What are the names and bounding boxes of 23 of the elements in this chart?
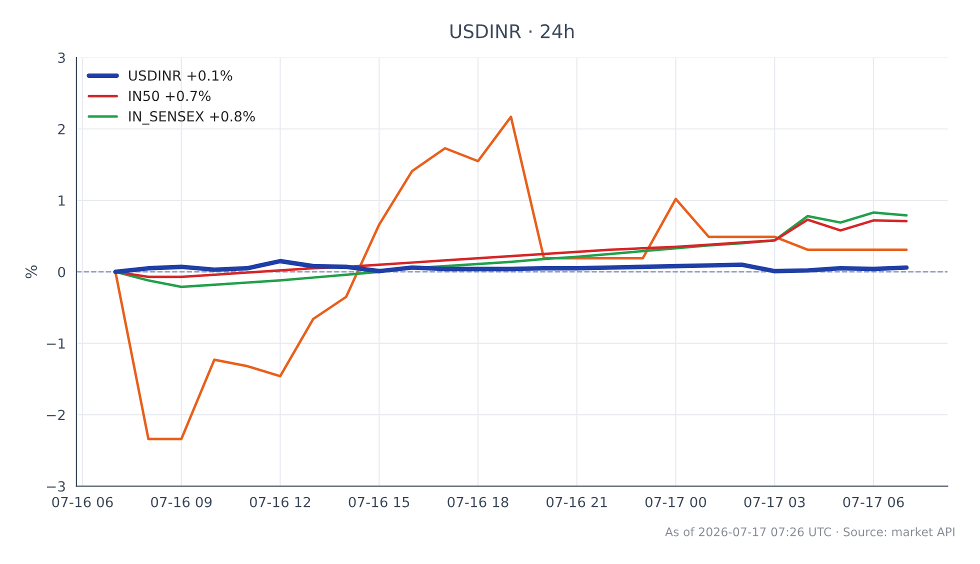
chart-title: USDINR · 24h: [450, 24, 574, 38]
x-tick-label: 07-16 06: [52, 496, 113, 508]
x-tick-label: 07-16 18: [448, 496, 508, 508]
y-axis-title: %: [25, 265, 38, 278]
y-tick-label: 2: [58, 124, 65, 134]
legend-label: IN_SENSEX +0.8%: [129, 111, 255, 125]
line-series: [113, 258, 909, 274]
text: As of 2026-07-17 07:26 UTC · Source: market API: [665, 527, 954, 536]
y-tick-label: −3: [47, 481, 65, 492]
x-tick-label: 07-17 00: [645, 496, 706, 508]
y-tick-label: −1: [47, 338, 65, 349]
x-tick-label: 07-17 03: [744, 496, 805, 508]
x-tick-label: 07-16 12: [250, 496, 310, 508]
x-tick-label: 07-16 09: [151, 496, 212, 508]
x-tick-label: 07-16 21: [546, 496, 607, 508]
x-tick-label: 07-16 15: [348, 496, 410, 508]
legend-label: USDINR +0.1%: [129, 70, 232, 81]
y-tick-label: 0: [58, 266, 66, 278]
legend-label: IN50 +0.7%: [129, 90, 211, 102]
y-tick-label: −2: [47, 410, 65, 420]
x-tick-label: 07-17 06: [843, 496, 904, 508]
y-tick-label: 3: [58, 52, 65, 63]
y-tick-label: 1: [58, 196, 65, 206]
